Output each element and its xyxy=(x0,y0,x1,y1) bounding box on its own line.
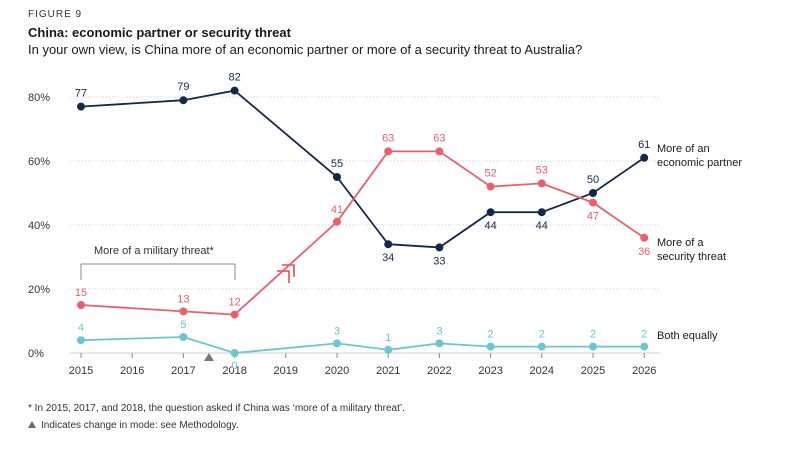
data-label: 1 xyxy=(385,332,391,344)
x-tick-label: 2021 xyxy=(376,365,400,377)
x-tick-label: 2017 xyxy=(171,365,195,377)
data-point xyxy=(537,342,546,351)
data-point xyxy=(230,86,239,95)
series-name-label: Both equally xyxy=(657,330,718,342)
x-tick-label: 2026 xyxy=(632,365,656,377)
data-label: 44 xyxy=(484,220,496,232)
y-tick-label: 60% xyxy=(28,156,50,168)
data-point xyxy=(333,173,341,181)
data-label: 2 xyxy=(488,329,494,341)
data-point xyxy=(333,339,341,348)
series-line xyxy=(80,150,645,316)
chart-title: China: economic partner or security thre… xyxy=(28,25,291,40)
data-label: 36 xyxy=(638,246,650,258)
triangle-icon xyxy=(28,421,36,428)
data-point xyxy=(77,336,85,345)
data-label: 55 xyxy=(331,158,343,170)
data-label: 15 xyxy=(75,287,87,299)
x-tick-label: 2016 xyxy=(120,365,144,377)
data-label: 52 xyxy=(484,168,496,180)
data-point xyxy=(640,153,649,162)
data-point xyxy=(589,189,597,197)
data-point xyxy=(435,243,444,252)
data-point xyxy=(537,208,546,217)
data-label: 34 xyxy=(382,252,394,264)
x-tick-label: 2018 xyxy=(222,365,246,377)
data-label: 53 xyxy=(536,164,548,176)
mode-change-marker xyxy=(204,353,214,361)
y-tick-label: 40% xyxy=(28,220,50,232)
data-label: 3 xyxy=(436,325,442,337)
data-label: 33 xyxy=(433,255,445,267)
data-label: 41 xyxy=(331,204,343,216)
data-label: 12 xyxy=(228,297,240,309)
data-point xyxy=(640,342,649,351)
data-point xyxy=(640,233,649,242)
mode-note-text: Indicates change in mode: see Methodolog… xyxy=(41,420,239,431)
data-label: 3 xyxy=(334,325,340,337)
data-point xyxy=(537,179,546,188)
data-point xyxy=(384,240,393,249)
x-tick-label: 2025 xyxy=(581,365,605,377)
y-tick-label: 20% xyxy=(28,284,50,296)
y-tick-label: 0% xyxy=(28,348,44,360)
line-chart: 0%20%40%60%80%2015 2016 2017 2018 2019 2020 20… xyxy=(28,72,742,377)
data-point xyxy=(77,301,85,309)
military-threat-label: More of a military threat* xyxy=(94,245,215,257)
data-point xyxy=(179,333,188,341)
x-tick-label: 2024 xyxy=(530,365,554,377)
data-point xyxy=(179,307,188,316)
data-point xyxy=(486,182,495,191)
data-label: 79 xyxy=(177,81,189,93)
data-point xyxy=(77,102,85,111)
data-label: 82 xyxy=(228,72,240,84)
figure-label: FIGURE 9 xyxy=(28,9,83,20)
footnote: * In 2015, 2017, and 2018, the question … xyxy=(28,403,405,414)
series-name-label: security threat xyxy=(657,251,726,263)
x-tick-label: 2022 xyxy=(427,365,451,377)
data-label: 63 xyxy=(433,132,445,144)
data-point xyxy=(589,198,597,207)
data-point xyxy=(179,96,188,105)
trend-arrow xyxy=(282,264,295,277)
data-label: 2 xyxy=(590,329,596,341)
data-point xyxy=(486,342,495,351)
y-tick-label: 80% xyxy=(28,92,50,104)
series-name-label: More of a xyxy=(657,237,704,249)
x-tick-label: 2023 xyxy=(478,365,502,377)
data-point xyxy=(589,342,597,351)
data-point xyxy=(333,217,341,226)
data-point xyxy=(384,345,393,354)
x-tick-label: 2020 xyxy=(325,365,349,377)
data-label: 4 xyxy=(78,322,84,334)
data-label: 2 xyxy=(539,329,545,341)
data-label: 5 xyxy=(180,319,186,331)
data-point xyxy=(486,208,495,217)
data-label: 50 xyxy=(587,174,599,186)
data-point xyxy=(384,147,393,156)
series-name-label: economic partner xyxy=(657,157,742,169)
series-line xyxy=(80,336,645,354)
data-label: 61 xyxy=(638,139,650,151)
data-point xyxy=(230,349,239,357)
series-name-label: More of an xyxy=(657,143,710,155)
data-label: 77 xyxy=(75,88,87,100)
data-label: 44 xyxy=(536,220,548,232)
mode-note: Indicates change in mode: see Methodolog… xyxy=(28,420,239,431)
data-point xyxy=(435,339,444,348)
chart-subtitle: In your own view, is China more of an ec… xyxy=(28,42,583,57)
data-point xyxy=(435,147,444,156)
trend-arrow xyxy=(277,270,290,283)
military-label-bg xyxy=(90,240,312,258)
data-label: 47 xyxy=(587,211,599,223)
x-tick-label: 2015 xyxy=(69,365,93,377)
x-tick-label: 2019 xyxy=(274,365,298,377)
data-label: 63 xyxy=(382,132,394,144)
data-label: 2 xyxy=(641,329,647,341)
series-line xyxy=(80,89,645,249)
data-point xyxy=(230,310,239,319)
data-label: 13 xyxy=(177,293,189,305)
data-label: 0 xyxy=(232,360,238,372)
